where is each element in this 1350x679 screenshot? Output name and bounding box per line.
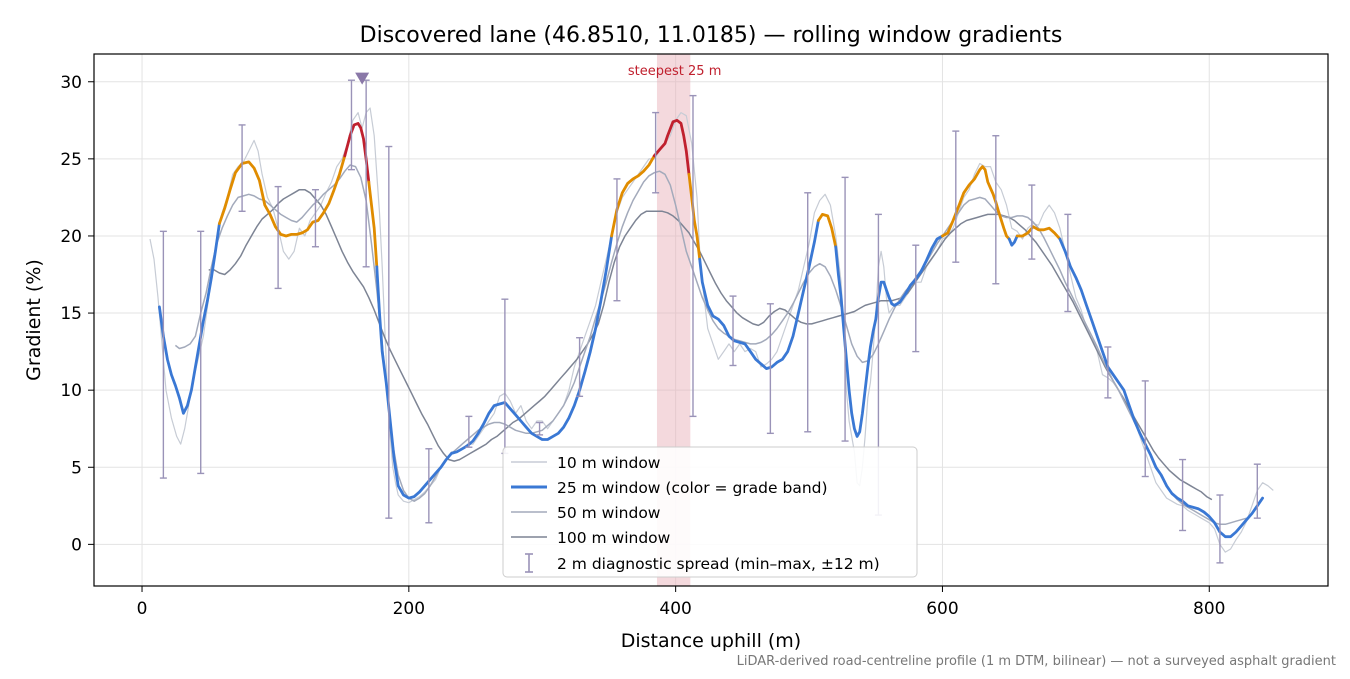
x-tick-label: 0 [137,599,148,619]
peak-marker [355,72,370,85]
series-layer [149,107,1274,553]
x-tick-label: 200 [393,599,425,619]
series-line-2-segment [698,219,820,370]
series-line-2-segment [817,213,838,249]
grid-layer [94,54,1328,586]
series-line-2-segment [610,154,656,238]
marker-layer [355,72,370,85]
y-tick-label: 30 [60,73,82,93]
footnote: LiDAR-derived road-centreline profile (1… [737,654,1336,669]
y-axis-label: Gradient (%) [23,259,45,381]
legend: 10 m window 25 m window (color = grade ba… [502,446,918,578]
y-tick-label: 15 [60,304,82,324]
chart-title: Discovered lane (46.8510, 11.0185) — rol… [360,23,1063,48]
series-line-2-segment [687,172,702,261]
legend-label: 50 m window [557,504,661,522]
legend-box [502,446,918,578]
series-line-4 [208,188,1213,501]
x-tick-label: 800 [1193,599,1225,619]
steepest-section-label: steepest 25 m [628,64,721,79]
series-line-2-segment [367,180,379,269]
legend-label: 100 m window [557,529,671,547]
legend-label: 10 m window [557,454,661,472]
x-axis-label: Distance uphill (m) [621,630,801,652]
series-line-1 [149,107,1274,553]
y-tick-label: 10 [60,381,82,401]
series-line-2-segment [1007,234,1019,247]
legend-label: 25 m window (color = grade band) [557,479,828,497]
y-tick-label: 0 [71,535,82,555]
tick-layer: 0 200 400 600 800 0 5 10 15 20 25 30 [60,73,1225,619]
series-line-2-segment [834,234,944,438]
x-tick-label: 400 [659,599,691,619]
series-line-2-segment [1058,237,1264,539]
y-tick-label: 5 [71,458,82,478]
y-tick-label: 20 [60,227,82,247]
errorbar-layer [159,79,1261,564]
series-line-2-segment [158,222,221,415]
x-tick-label: 600 [926,599,958,619]
series-line-2-segment [218,154,347,238]
plot-frame [93,53,1329,587]
series-line-2-segment [652,118,691,176]
series-line-2-segment [1015,225,1062,241]
series-line-2-segment [375,234,613,500]
y-tick-label: 25 [60,150,82,170]
legend-label: 2 m diagnostic spread (min–max, ±12 m) [557,555,880,573]
series-line-2-segment [941,165,1011,241]
